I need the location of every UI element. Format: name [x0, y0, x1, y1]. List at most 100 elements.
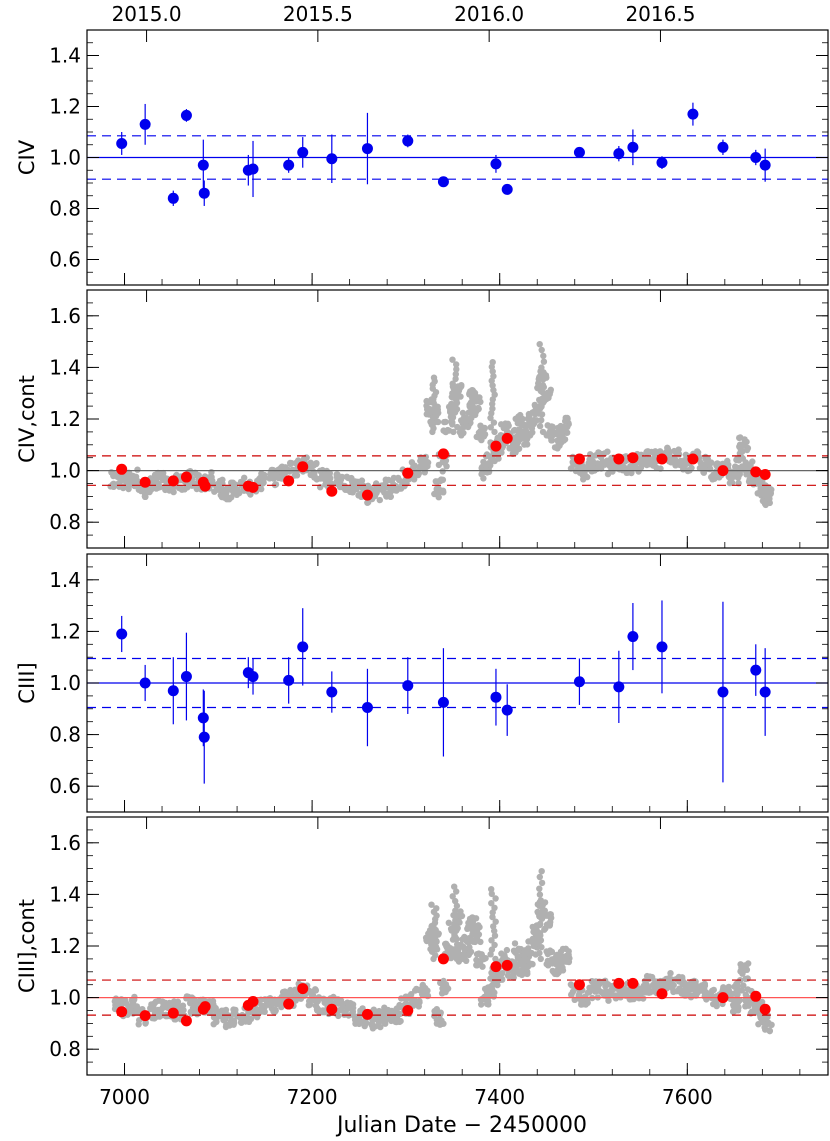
background-point: [759, 479, 766, 487]
background-point: [377, 1023, 384, 1031]
data-point: [116, 137, 128, 149]
data-point: [326, 686, 338, 698]
background-point: [453, 399, 461, 407]
background-point: [619, 462, 626, 469]
data-point: [402, 1005, 414, 1016]
background-point: [390, 481, 397, 488]
background-point: [640, 995, 647, 1002]
data-point: [687, 453, 699, 465]
background-point: [449, 936, 457, 943]
data-point: [197, 159, 209, 171]
background-point: [540, 352, 547, 360]
background-point: [134, 466, 141, 473]
background-point: [485, 993, 492, 1000]
data-point: [501, 704, 513, 716]
data-point: [180, 1015, 192, 1027]
background-point: [129, 472, 137, 480]
background-point: [469, 931, 476, 938]
background-point: [428, 941, 435, 948]
background-point: [478, 1001, 485, 1008]
background-point: [559, 964, 566, 971]
background-point: [511, 940, 519, 947]
background-point: [736, 997, 743, 1004]
background-point: [701, 982, 709, 989]
background-point: [454, 941, 461, 948]
background-point: [683, 989, 691, 996]
background-point: [733, 991, 740, 999]
data-point: [402, 680, 414, 692]
data-point: [139, 476, 151, 488]
background-point: [414, 471, 422, 479]
y-tick-label: 0.8: [49, 1037, 81, 1061]
year-tick-label: 2015.0: [112, 2, 182, 26]
background-point: [451, 922, 458, 929]
background-point: [241, 474, 248, 481]
background-point: [492, 918, 499, 925]
background-point: [118, 483, 126, 490]
data-point: [247, 481, 259, 493]
year-tick-label: 2015.5: [283, 2, 353, 26]
y-tick-label: 0.6: [49, 774, 81, 798]
background-point: [451, 926, 458, 934]
background-point: [449, 893, 456, 900]
background-point: [578, 999, 585, 1006]
y-tick-label: 1.4: [49, 355, 81, 379]
data-point: [750, 990, 762, 1002]
y-tick-label: 1.4: [49, 568, 81, 592]
background-point: [453, 955, 460, 963]
background-point: [562, 418, 569, 425]
background-point: [451, 883, 458, 890]
background-point: [418, 460, 426, 467]
y-tick-label: 1.0: [49, 146, 81, 170]
data-point: [361, 489, 373, 501]
background-point: [737, 968, 744, 975]
background-point: [744, 461, 751, 468]
y-tick-label: 1.0: [49, 986, 81, 1010]
background-point: [423, 936, 430, 944]
background-point: [436, 1015, 443, 1023]
data-point: [717, 465, 729, 477]
background-point: [467, 948, 475, 955]
background-point: [536, 885, 543, 892]
background-point: [452, 395, 460, 402]
background-point: [490, 419, 498, 426]
data-point: [717, 686, 729, 698]
background-point: [645, 984, 652, 991]
background-point: [278, 1003, 285, 1011]
background-point: [364, 499, 371, 506]
data-point: [116, 463, 128, 475]
background-point: [537, 908, 545, 916]
background-point: [488, 890, 495, 898]
background-point: [150, 1003, 157, 1011]
background-point: [546, 949, 554, 956]
y-tick-label: 1.4: [49, 882, 81, 906]
background-point: [212, 1007, 220, 1014]
data-point: [627, 631, 639, 643]
y-tick-label: 0.8: [49, 723, 81, 747]
background-point: [731, 1008, 738, 1015]
background-point: [536, 891, 544, 898]
background-point: [452, 917, 459, 924]
background-point: [540, 376, 547, 383]
background-point: [141, 493, 149, 500]
background-point: [376, 496, 383, 504]
background-point: [451, 950, 458, 958]
background-point: [462, 418, 470, 425]
background-point: [539, 903, 546, 910]
panel-1: 0.6 0.8 1.0 1.2 1.4 CIV: [15, 29, 829, 286]
background-point: [415, 1003, 422, 1010]
background-point: [487, 414, 494, 422]
background-point: [528, 960, 535, 968]
background-point: [450, 385, 457, 392]
background-point: [110, 472, 117, 480]
background-point: [220, 1016, 227, 1024]
background-point: [135, 486, 142, 493]
y-tick-label: 1.6: [49, 304, 81, 328]
background-point: [258, 470, 265, 477]
data-point: [501, 432, 513, 444]
background-point: [488, 937, 495, 944]
background-point: [442, 418, 449, 426]
background-point: [463, 957, 470, 964]
x-tick-label: 7000: [99, 1085, 150, 1109]
